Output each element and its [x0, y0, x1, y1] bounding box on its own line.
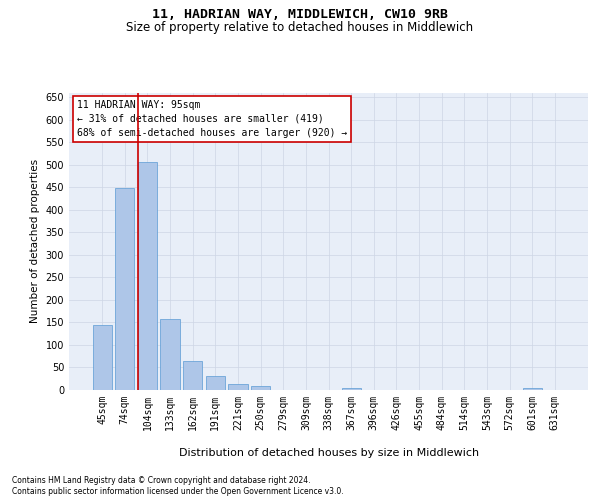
Text: Distribution of detached houses by size in Middlewich: Distribution of detached houses by size …	[179, 448, 479, 458]
Bar	[160, 319, 180, 390]
Bar	[183, 360, 202, 390]
Bar	[206, 376, 225, 390]
Y-axis label: Number of detached properties: Number of detached properties	[30, 159, 40, 324]
Text: 11, HADRIAN WAY, MIDDLEWICH, CW10 9RB: 11, HADRIAN WAY, MIDDLEWICH, CW10 9RB	[152, 8, 448, 20]
Text: Contains HM Land Registry data © Crown copyright and database right 2024.: Contains HM Land Registry data © Crown c…	[12, 476, 311, 485]
Bar	[251, 386, 270, 390]
Bar	[115, 188, 134, 390]
Text: 11 HADRIAN WAY: 95sqm
← 31% of detached houses are smaller (419)
68% of semi-det: 11 HADRIAN WAY: 95sqm ← 31% of detached …	[77, 100, 347, 138]
Bar	[341, 388, 361, 390]
Bar	[92, 324, 112, 390]
Text: Size of property relative to detached houses in Middlewich: Size of property relative to detached ho…	[127, 21, 473, 34]
Bar	[523, 388, 542, 390]
Bar	[229, 384, 248, 390]
Bar	[138, 162, 157, 390]
Text: Contains public sector information licensed under the Open Government Licence v3: Contains public sector information licen…	[12, 488, 344, 496]
